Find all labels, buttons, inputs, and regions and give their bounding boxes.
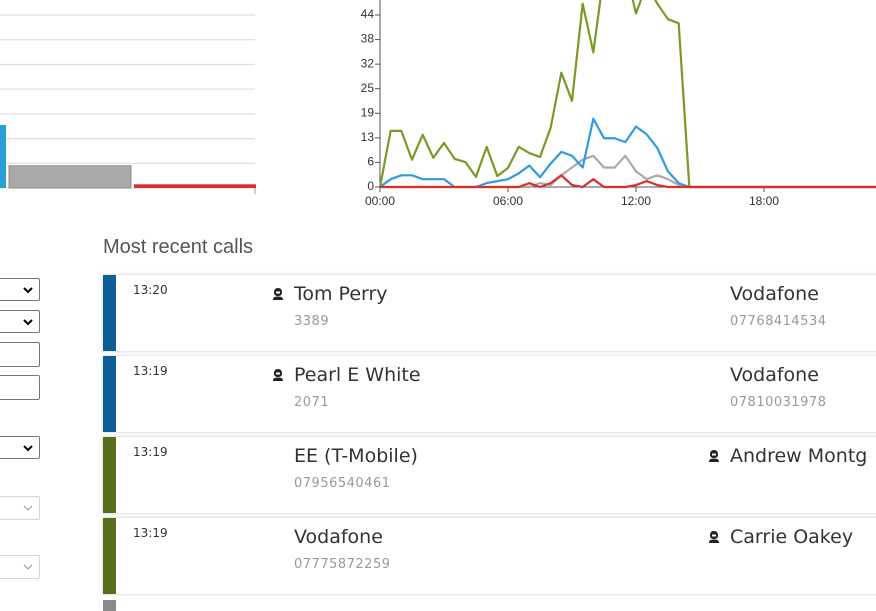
x-tick-label: 00:00 (365, 194, 395, 208)
party-name: Vodafone (730, 283, 819, 305)
chevron (23, 564, 33, 570)
y-tick-label: 44 (361, 7, 375, 21)
party-number: 07768414534 (730, 314, 827, 329)
y-tick-label: 13 (361, 130, 375, 144)
party-number: 07956540461 (294, 476, 391, 491)
y-tick-label: 6 (367, 155, 374, 169)
section-title: Most recent calls (103, 236, 254, 258)
row-direction-bar (103, 356, 116, 432)
y-tick-label: 32 (361, 56, 375, 70)
party-number: 07810031978 (730, 395, 827, 410)
select-disabled (0, 496, 40, 520)
y-tick-label: 25 (361, 81, 375, 95)
text-input[interactable] (0, 342, 40, 367)
chevron (23, 286, 33, 293)
x-tick-label: 12:00 (621, 194, 651, 208)
chevron (23, 444, 33, 451)
party-number: 2071 (294, 395, 330, 410)
y-tick-label: 19 (361, 105, 375, 119)
select-disabled (0, 555, 40, 579)
call-time: 13:20 (133, 283, 168, 297)
line-series (380, 154, 876, 189)
row-direction-bar (103, 600, 116, 611)
chevron (23, 318, 33, 325)
party-name: Pearl E White (294, 364, 421, 386)
text-input[interactable] (0, 375, 40, 400)
user-icon (709, 450, 719, 462)
party-name: Tom Perry (294, 283, 388, 305)
line-series (380, 174, 876, 189)
party-name: Vodafone (294, 526, 383, 548)
party-number: 3389 (294, 314, 330, 329)
call-row: 13:19 Pearl E White 2071 Vodafone 0781003197… (103, 356, 876, 432)
select[interactable] (0, 436, 40, 459)
bar (0, 124, 6, 188)
call-row: 13:19 Vodafone 07775872259 Carrie Oakey (103, 518, 876, 594)
row-direction-bar (103, 518, 116, 594)
call-row: 13:20 Tom Perry 3389 Vodafone 07768414534 (103, 275, 876, 351)
call-time: 13:19 (133, 445, 168, 459)
x-tick-label: 06:00 (493, 194, 523, 208)
call-time: 13:19 (133, 364, 168, 378)
y-tick-label: 0 (367, 179, 374, 193)
bar (8, 165, 132, 189)
select[interactable] (0, 310, 40, 333)
party-name: Carrie Oakey (730, 526, 854, 548)
user-icon (709, 531, 719, 543)
party-name: EE (T-Mobile) (294, 445, 418, 467)
party-name: Andrew Montg (730, 445, 868, 467)
row-direction-bar (103, 437, 116, 513)
chevron (23, 505, 33, 511)
y-tick-label: 38 (361, 32, 375, 46)
party-name: Vodafone (730, 364, 819, 386)
row-direction-bar (103, 275, 116, 351)
user-icon (273, 288, 283, 300)
x-tick-label: 18:00 (749, 194, 779, 208)
select[interactable] (0, 278, 40, 301)
party-number: 07775872259 (294, 557, 391, 572)
user-icon (273, 369, 283, 381)
call-row: 13:19 EE (T-Mobile) 07956540461 Andrew Mont… (103, 437, 876, 513)
bar (134, 184, 256, 188)
call-time: 13:19 (133, 526, 168, 540)
line-series (379, 117, 876, 189)
